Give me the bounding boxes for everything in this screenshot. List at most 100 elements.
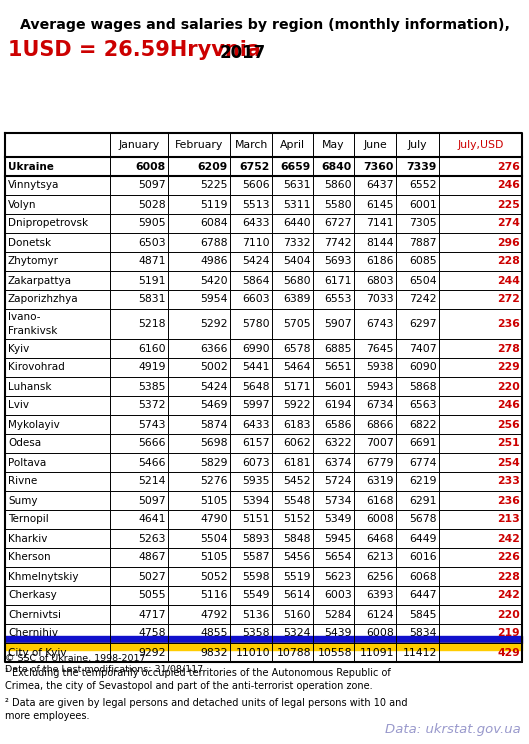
Text: Sumy: Sumy	[8, 496, 38, 505]
Text: 5549: 5549	[242, 591, 270, 600]
Text: Chernihiv: Chernihiv	[8, 629, 58, 638]
Text: 9292: 9292	[139, 647, 166, 658]
Text: 4986: 4986	[200, 257, 228, 266]
Text: 246: 246	[497, 400, 520, 411]
Text: 5724: 5724	[324, 476, 352, 487]
Text: Date of the Last modifications: 31/08/117: Date of the Last modifications: 31/08/11…	[5, 665, 203, 674]
Text: Odesa: Odesa	[8, 438, 41, 449]
Text: 274: 274	[497, 219, 520, 228]
Text: 5052: 5052	[200, 571, 228, 582]
Text: 5945: 5945	[324, 533, 352, 544]
Text: Rivne: Rivne	[8, 476, 37, 487]
Text: 7332: 7332	[284, 237, 311, 248]
Text: 5651: 5651	[324, 362, 352, 373]
Text: 7305: 7305	[409, 219, 437, 228]
Text: 5439: 5439	[324, 629, 352, 638]
Text: 5905: 5905	[139, 219, 166, 228]
Text: 7110: 7110	[242, 237, 270, 248]
Text: 6440: 6440	[284, 219, 311, 228]
Text: 5372: 5372	[139, 400, 166, 411]
Text: 6803: 6803	[367, 275, 394, 286]
Text: 5263: 5263	[139, 533, 166, 544]
Text: 5358: 5358	[242, 629, 270, 638]
Text: 5469: 5469	[200, 400, 228, 411]
Text: 6008: 6008	[136, 161, 166, 172]
Text: 6145: 6145	[367, 199, 394, 210]
Text: 6219: 6219	[409, 476, 437, 487]
Text: 5385: 5385	[139, 382, 166, 391]
Text: 10558: 10558	[317, 647, 352, 658]
Text: 5680: 5680	[284, 275, 311, 286]
Text: 6168: 6168	[367, 496, 394, 505]
Text: 6433: 6433	[242, 420, 270, 429]
Text: 220: 220	[497, 609, 520, 620]
Text: 7007: 7007	[366, 438, 394, 449]
Text: 5452: 5452	[284, 476, 311, 487]
Text: Ivano-: Ivano-	[8, 312, 41, 322]
Text: 5002: 5002	[200, 362, 228, 373]
Text: 6504: 6504	[409, 275, 437, 286]
Text: 5943: 5943	[367, 382, 394, 391]
Text: 256: 256	[497, 420, 520, 429]
Text: 5119: 5119	[200, 199, 228, 210]
Text: 5922: 5922	[284, 400, 311, 411]
Text: June: June	[363, 140, 387, 150]
Text: 6062: 6062	[284, 438, 311, 449]
Text: July: July	[408, 140, 427, 150]
Text: 8144: 8144	[367, 237, 394, 248]
Text: 5623: 5623	[324, 571, 352, 582]
Text: 6866: 6866	[367, 420, 394, 429]
Text: 5587: 5587	[242, 553, 270, 562]
Text: 5648: 5648	[242, 382, 270, 391]
Text: Lviv: Lviv	[8, 400, 29, 411]
Text: 5698: 5698	[200, 438, 228, 449]
Text: 6256: 6256	[367, 571, 394, 582]
Text: 7407: 7407	[409, 344, 437, 353]
Text: 5466: 5466	[139, 458, 166, 467]
Text: 5935: 5935	[242, 476, 270, 487]
Text: 6003: 6003	[324, 591, 352, 600]
Text: 228: 228	[497, 257, 520, 266]
Text: 5151: 5151	[242, 515, 270, 525]
Text: 5598: 5598	[242, 571, 270, 582]
Text: 5404: 5404	[284, 257, 311, 266]
Text: Mykolayiv: Mykolayiv	[8, 420, 60, 429]
Text: 5907: 5907	[324, 319, 352, 329]
Text: 5504: 5504	[200, 533, 228, 544]
Text: 6552: 6552	[409, 181, 437, 190]
Text: 2017: 2017	[220, 44, 266, 62]
Text: 5028: 5028	[139, 199, 166, 210]
Text: January: January	[118, 140, 160, 150]
Text: 5845: 5845	[409, 609, 437, 620]
Text: 11010: 11010	[235, 647, 270, 658]
Text: 5441: 5441	[242, 362, 270, 373]
Text: 4790: 4790	[200, 515, 228, 525]
Text: 4758: 4758	[139, 629, 166, 638]
Text: 5519: 5519	[284, 571, 311, 582]
Text: Ternopil: Ternopil	[8, 515, 49, 525]
Text: 5868: 5868	[409, 382, 437, 391]
Text: 6586: 6586	[324, 420, 352, 429]
Text: 5860: 5860	[324, 181, 352, 190]
Text: 6073: 6073	[242, 458, 270, 467]
Text: 9832: 9832	[200, 647, 228, 658]
Text: 6374: 6374	[324, 458, 352, 467]
Text: 6788: 6788	[200, 237, 228, 248]
Text: Zaporizhzhya: Zaporizhzhya	[8, 295, 79, 304]
Text: 11091: 11091	[360, 647, 394, 658]
Text: ¹ Excluding the temporarily occupied territories of the Autonomous Republic of
C: ¹ Excluding the temporarily occupied ter…	[5, 668, 391, 690]
Text: 246: 246	[497, 181, 520, 190]
Text: City of Kyiv: City of Kyiv	[8, 647, 67, 658]
Text: Zhytomyr: Zhytomyr	[8, 257, 59, 266]
Text: 6752: 6752	[240, 161, 270, 172]
Text: Zakarpattya: Zakarpattya	[8, 275, 72, 286]
Text: 5606: 5606	[242, 181, 270, 190]
Text: 5160: 5160	[284, 609, 311, 620]
Text: 5152: 5152	[284, 515, 311, 525]
Text: 5276: 5276	[200, 476, 228, 487]
Text: 236: 236	[497, 319, 520, 329]
Text: 5654: 5654	[324, 553, 352, 562]
Text: 6001: 6001	[409, 199, 437, 210]
Text: 5097: 5097	[139, 496, 166, 505]
Text: 10788: 10788	[277, 647, 311, 658]
